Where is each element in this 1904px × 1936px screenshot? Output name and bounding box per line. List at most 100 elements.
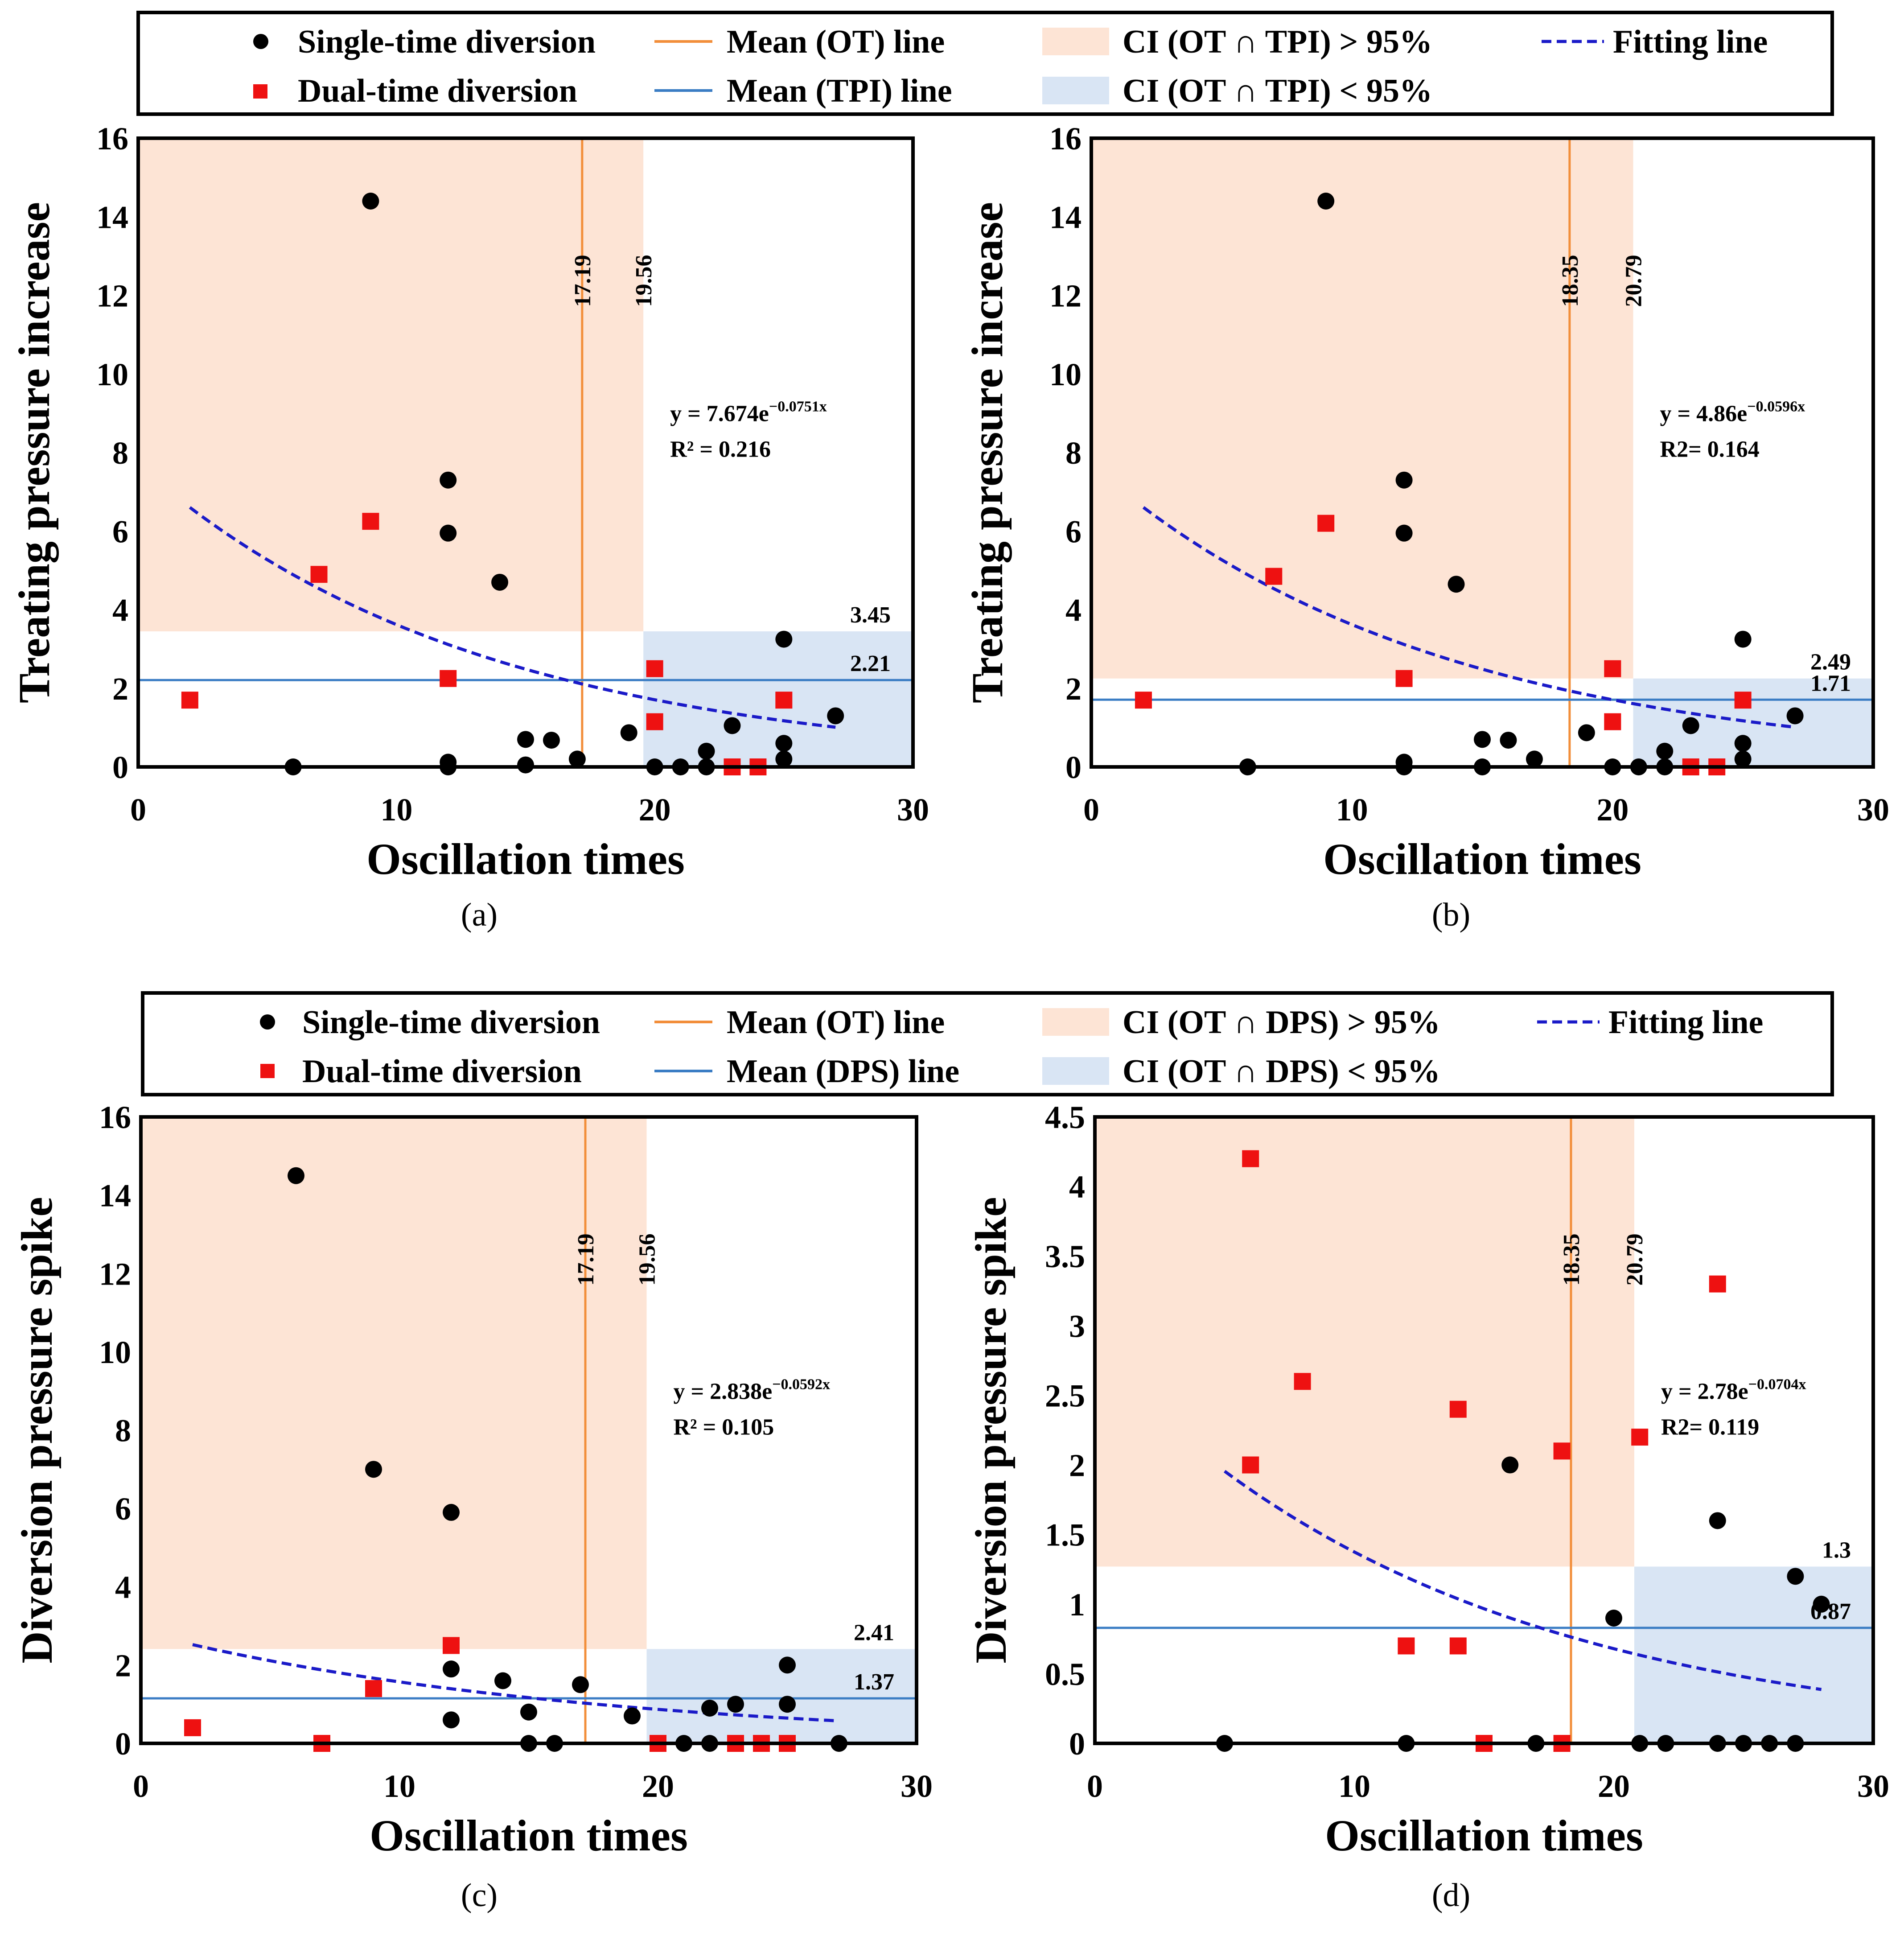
dual-point (1631, 1429, 1649, 1446)
ci-high-region (138, 138, 644, 631)
single-point (775, 630, 793, 648)
legend-bottom-dual-label: Dual-time diversion (302, 1053, 582, 1090)
legend-bottom-ci-low-swatch (1042, 1057, 1109, 1085)
y-axis-title: Diversion pressure spike (12, 1197, 62, 1663)
y-tick-label: 16 (1049, 121, 1082, 157)
y-axis-title: Diversion pressure spike (966, 1197, 1016, 1663)
y-tick-label: 14 (99, 1178, 131, 1214)
y-tick-label: 2 (1069, 1448, 1085, 1483)
x-axis-title: Oscillation times (1325, 1811, 1643, 1860)
x-tick-label: 0 (133, 1768, 149, 1804)
x-tick-label: 0 (130, 792, 146, 828)
single-point (1682, 717, 1699, 734)
fit-equation-base: y = 7.674e (670, 401, 769, 427)
ci-high-region (1095, 1117, 1634, 1567)
fitting-curve (1142, 506, 1796, 729)
legend-top-ci-low-swatch (1042, 77, 1109, 104)
y-tick-label: 1.5 (1045, 1517, 1085, 1553)
legend-top-ci-low-label: CI (OT ∩ TPI) < 95% (1123, 73, 1432, 109)
y-axis-title: Treating pressure increase (962, 202, 1012, 703)
ci-x-value-label: 20.79 (1622, 1234, 1648, 1286)
x-tick-label: 30 (1857, 792, 1889, 828)
x-tick-label: 10 (383, 1768, 415, 1804)
fit-r2: R2= 0.119 (1661, 1414, 1759, 1440)
ci-high-region (141, 1117, 647, 1649)
dual-point (1294, 1373, 1311, 1390)
legend-top-frame (136, 11, 1834, 116)
single-point (517, 756, 534, 774)
single-point (1709, 1512, 1726, 1529)
single-point (1578, 724, 1595, 741)
dual-point (1242, 1456, 1259, 1474)
plot-frame (139, 1115, 918, 1745)
plot-frame (1090, 136, 1875, 769)
fitting-curve (189, 506, 836, 729)
dual-point (365, 1680, 382, 1697)
single-point (365, 1461, 382, 1478)
dual-point (775, 692, 793, 709)
single-point (779, 1696, 796, 1713)
ci-high-region (1091, 138, 1633, 679)
single-point (775, 735, 793, 752)
x-axis-title: Oscillation times (370, 1811, 688, 1860)
fitting-curve (1223, 1470, 1822, 1691)
dual-point (1553, 1442, 1571, 1460)
dual-point (310, 566, 328, 583)
legend-bottom: Single-time diversion Dual-time diversio… (141, 991, 1834, 1096)
single-point (1734, 735, 1752, 752)
x-tick-label: 20 (1596, 792, 1628, 828)
y-tick-label: 10 (1049, 357, 1082, 392)
single-point (543, 732, 560, 749)
mean-ot-value-label: 17.19 (570, 255, 596, 307)
legend-top-dual-label: Dual-time diversion (298, 73, 577, 109)
legend-bottom-mean-ot-label: Mean (OT) line (727, 1004, 945, 1041)
legend-top-ci-high-swatch (1042, 28, 1109, 55)
fit-equation: y = 7.674e−0.0751x (670, 399, 827, 427)
ci-y-value-label: 3.45 (850, 602, 891, 628)
y-tick-label: 10 (96, 357, 128, 392)
legend-bottom-frame (141, 991, 1834, 1096)
single-point (1501, 1456, 1519, 1474)
legend-top-mean-y-label: Mean (TPI) line (727, 73, 952, 109)
legend-bottom-ci-low-label: CI (OT ∩ DPS) < 95% (1123, 1053, 1440, 1090)
y-tick-label: 14 (1049, 199, 1082, 235)
dual-point (646, 713, 663, 730)
y-tick-label: 4 (112, 593, 128, 628)
y-tick-label: 8 (1065, 435, 1082, 471)
x-axis-title: Oscillation times (366, 834, 685, 884)
fit-equation: y = 2.838e−0.0592x (673, 1376, 830, 1404)
dual-point (1709, 1275, 1726, 1293)
chart-panel-3: 17.19 19.56 2.41 1.37 y = 2.838e−0.0592x R² =… (12, 1100, 933, 1914)
dual-point (1265, 568, 1283, 585)
plot-frame (136, 136, 915, 769)
single-point (572, 1676, 589, 1693)
single-point (491, 573, 509, 591)
x-tick-label: 30 (1857, 1768, 1889, 1804)
y-tick-label: 1 (1069, 1587, 1085, 1623)
single-point (1448, 576, 1465, 593)
x-axis-title: Oscillation times (1323, 834, 1641, 884)
single-point (1734, 630, 1752, 648)
fit-r2: R² = 0.105 (673, 1414, 774, 1440)
ci-x-value-label: 20.79 (1621, 255, 1647, 307)
x-tick-label: 10 (1336, 792, 1368, 828)
dual-point (1604, 660, 1621, 677)
plot-frame (1093, 1115, 1875, 1745)
single-point (701, 1699, 718, 1717)
dual-point (1604, 713, 1621, 730)
single-point (1395, 471, 1413, 489)
mean-ot-value-label: 18.35 (1559, 1234, 1584, 1286)
legend-top-ci-high-label: CI (OT ∩ TPI) > 95% (1123, 24, 1432, 60)
fit-equation-exponent: −0.0596x (1747, 399, 1805, 415)
mean-y-value-label: 0.87 (1810, 1599, 1851, 1624)
single-point (1526, 750, 1543, 768)
y-tick-label: 0.5 (1045, 1656, 1085, 1692)
y-tick-label: 16 (96, 121, 128, 157)
legend-bottom-dual-marker (260, 1064, 275, 1078)
y-tick-label: 16 (99, 1100, 131, 1135)
single-point (779, 1656, 796, 1674)
single-point (1787, 1568, 1804, 1585)
fit-equation: y = 4.86e−0.0596x (1660, 399, 1805, 427)
y-tick-label: 2 (112, 671, 128, 707)
panel-caption: (d) (1432, 1877, 1470, 1914)
